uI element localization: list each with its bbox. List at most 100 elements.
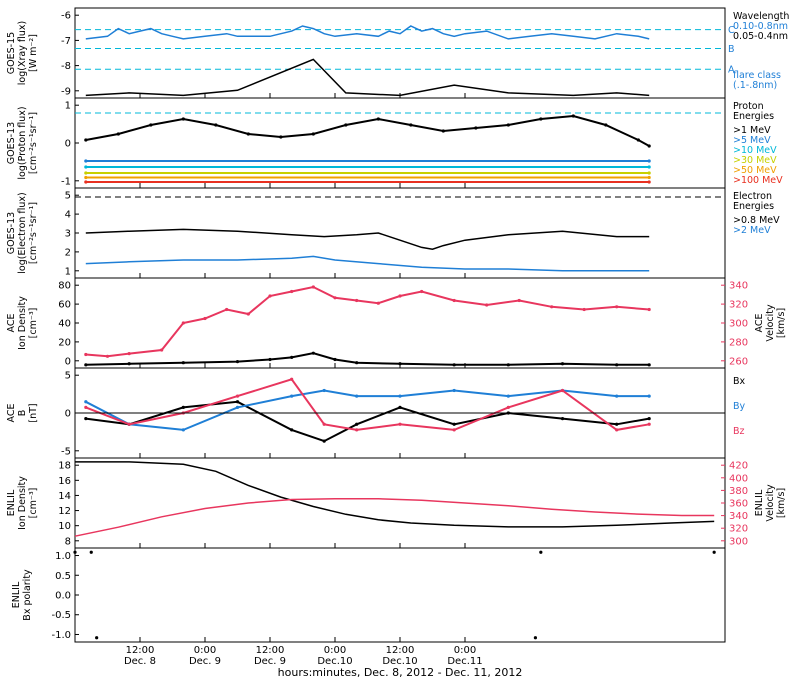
y-axis-label: Ion Density — [17, 476, 28, 530]
series-group-goes13-proton — [75, 112, 725, 184]
panel-frame — [74, 547, 726, 643]
data-point — [84, 165, 88, 169]
x-tick-day: Dec. 8 — [124, 656, 156, 667]
x-tick-time: 0:00 — [454, 645, 476, 656]
y-tick-label: 0.5 — [55, 571, 71, 582]
y-tick-label: 1 — [65, 101, 71, 112]
y-tick-label: 10 — [58, 521, 71, 532]
data-point — [712, 550, 716, 554]
data-point — [311, 132, 315, 136]
series-velocity — [85, 285, 650, 358]
series-group-ace-b — [75, 377, 725, 443]
y2-axis-label: ACE — [754, 314, 765, 333]
y-tick-label: 0.0 — [55, 591, 71, 602]
x-tick-day: Dec.11 — [447, 656, 482, 667]
data-point — [290, 289, 294, 294]
y-tick-label: 12 — [58, 506, 71, 517]
data-point — [533, 636, 538, 640]
data-point — [376, 117, 380, 121]
panel-legend-label: >1 MeV — [733, 125, 771, 136]
x-tick-time: 12:00 — [386, 645, 415, 656]
data-point — [344, 123, 348, 127]
series-bz — [85, 378, 650, 431]
data-point — [268, 357, 272, 362]
data-point — [355, 298, 359, 303]
y-tick-label: 14 — [58, 491, 71, 502]
y-tick-label: -1 — [61, 176, 71, 187]
data-point — [235, 400, 240, 404]
y-tick-label: 16 — [58, 476, 71, 487]
data-point — [452, 422, 456, 426]
y-axis-label: [cm⁻³] — [28, 308, 39, 339]
data-point — [615, 305, 619, 309]
y2-axis-label: [km/s] — [776, 308, 787, 338]
data-point — [290, 377, 294, 381]
data-point — [560, 388, 565, 393]
y-tick-label: 18 — [58, 461, 71, 472]
data-point — [89, 550, 93, 554]
y-tick-label: 1.0 — [55, 551, 71, 562]
y-tick-label: -7 — [61, 36, 71, 47]
y2-axis-label: [km/s] — [776, 488, 787, 518]
panel-legend-label: >2 MeV — [733, 225, 771, 236]
panel-legend-label: Proton — [733, 101, 764, 112]
data-point — [647, 363, 651, 367]
panel-legend-label: flare class — [733, 70, 781, 81]
panel-legend-label: Bx — [733, 376, 746, 387]
series--0-8-mev — [85, 228, 650, 250]
data-point — [452, 298, 456, 303]
flare-class-label: C — [728, 25, 735, 36]
data-point — [647, 307, 651, 312]
y-axis-label: ACE — [6, 404, 17, 423]
panel-legend-label: Energies — [733, 201, 774, 212]
data-point — [84, 175, 88, 180]
y-tick-label: 1 — [65, 266, 71, 277]
panel-legend-label: >0.8 MeV — [733, 215, 780, 226]
data-point — [290, 394, 294, 398]
y-tick-label: -6 — [61, 11, 71, 22]
data-point — [322, 439, 326, 443]
y-axis-label: log(Electron flux) — [17, 192, 28, 274]
data-point — [604, 123, 608, 127]
data-point — [84, 405, 88, 409]
x-tick-day: Dec.10 — [382, 656, 417, 667]
series-bx — [85, 400, 650, 443]
y2-tick-label: 420 — [729, 461, 748, 472]
data-point — [84, 171, 88, 175]
y-tick-label: 20 — [58, 337, 71, 348]
x-tick-time: 12:00 — [256, 645, 285, 656]
y2-tick-label: 300 — [729, 319, 748, 330]
data-point — [615, 394, 619, 398]
y-axis-label: GOES-13 — [6, 212, 17, 254]
y-axis-label: GOES-13 — [6, 122, 17, 164]
data-point — [84, 400, 88, 404]
panel-goes15-xray: -6 -7 -8 -9 GOES-15 log(Xray flux) [W m⁻²] Wave… — [6, 7, 789, 99]
y-axis-label: log(Proton flux) — [17, 106, 28, 179]
data-point — [517, 298, 521, 303]
series-group-goes13-electron — [75, 196, 725, 272]
data-point — [181, 361, 185, 365]
panel-legend-label: (.1-.8nm) — [733, 80, 777, 91]
series-0-10-0-8nm — [85, 25, 650, 40]
y-axis-label: [W m⁻²] — [28, 34, 39, 72]
data-point — [246, 312, 250, 316]
data-point — [73, 550, 77, 554]
data-point — [290, 428, 294, 432]
y-axis-label: GOES-15 — [6, 32, 17, 74]
y-axis-label: Ion Density — [17, 296, 28, 350]
y2-axis-label: ENLIL — [754, 489, 765, 516]
panel-legend-label: By — [733, 401, 746, 412]
y-tick-label: 4 — [65, 210, 71, 221]
data-point — [376, 301, 380, 305]
data-point — [84, 363, 88, 367]
data-point — [84, 138, 88, 142]
y-tick-label: -1.0 — [51, 630, 71, 641]
data-point — [235, 405, 240, 409]
series-group-enlil-polarity — [73, 550, 716, 640]
data-point — [149, 123, 153, 127]
panel-legend-label: Wavelength — [733, 11, 789, 22]
data-point — [116, 132, 120, 136]
plot-title: hours:minutes, Dec. 8, 2012 - Dec. 11, 2… — [278, 666, 523, 679]
data-point — [647, 165, 651, 169]
data-point — [647, 394, 651, 398]
